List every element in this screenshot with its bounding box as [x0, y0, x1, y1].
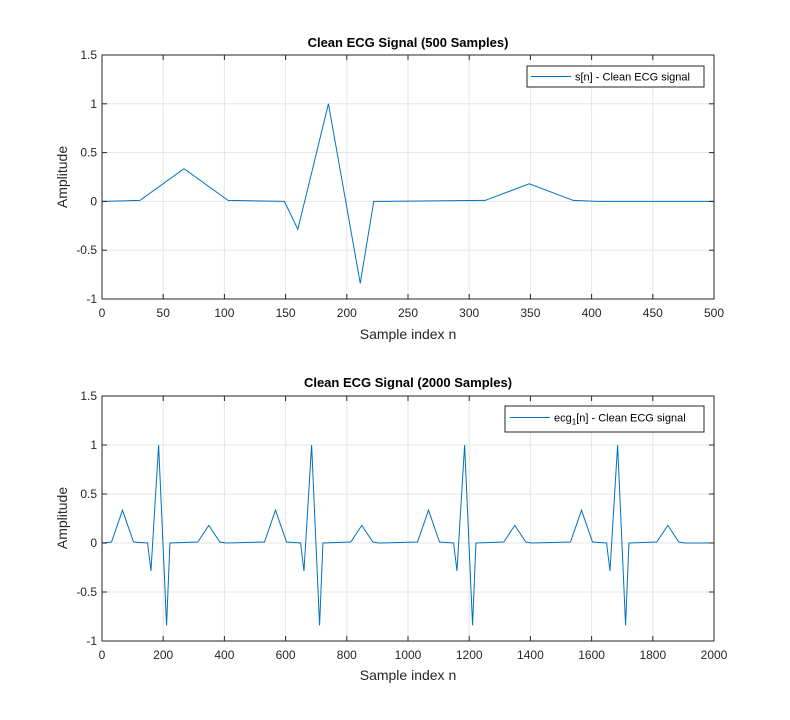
x-tick-label: 0 [99, 306, 106, 320]
y-tick-label: -1 [86, 634, 97, 648]
x-tick-label: 450 [643, 306, 663, 320]
y-tick-label: 0 [90, 194, 97, 208]
x-tick-label: 350 [520, 306, 540, 320]
legend-label-base: ecg [554, 413, 572, 425]
x-tick-label: 50 [157, 306, 171, 320]
x-tick-label: 400 [582, 306, 602, 320]
x-tick-label: 500 [704, 306, 724, 320]
x-tick-label: 1200 [456, 648, 483, 662]
y-tick-label: -0.5 [76, 585, 97, 599]
y-tick-label: -0.5 [76, 243, 97, 257]
x-tick-label: 2000 [701, 648, 728, 662]
legend-label-subscript: 1 [572, 418, 577, 427]
x-tick-label: 800 [337, 648, 357, 662]
legend-label-rest: [n] - Clean ECG signal [576, 413, 685, 425]
x-tick-label: 200 [337, 306, 357, 320]
y-tick-label: 1.5 [80, 389, 97, 403]
y-axis-label: Amplitude [54, 146, 70, 208]
x-tick-label: 400 [214, 648, 234, 662]
x-tick-label: 1600 [578, 648, 605, 662]
legend: ecg1[n] - Clean ECG signal [504, 405, 705, 433]
y-tick-label: -1 [86, 292, 97, 306]
x-tick-label: 1000 [395, 648, 422, 662]
x-tick-label: 100 [214, 306, 234, 320]
legend-box [504, 405, 705, 433]
legend-entry-label: ecg1[n] - Clean ECG signal [554, 413, 686, 427]
x-axis-label: Sample index n [360, 667, 457, 683]
y-tick-label: 0.5 [80, 487, 97, 501]
y-tick-label: 1.5 [80, 48, 97, 62]
x-tick-label: 200 [153, 648, 173, 662]
series-line [101, 444, 714, 626]
chart-title: Clean ECG Signal (2000 Samples) [304, 375, 512, 390]
x-tick-label: 300 [459, 306, 479, 320]
legend-label-base: s[n] - Clean ECG signal [575, 72, 690, 84]
x-tick-label: 250 [398, 306, 418, 320]
y-tick-label: 1 [90, 438, 97, 452]
x-tick-label: 150 [276, 306, 296, 320]
legend: s[n] - Clean ECG signal [526, 65, 705, 88]
x-tick-label: 1800 [639, 648, 666, 662]
series-line [101, 103, 714, 284]
y-tick-label: 0 [90, 536, 97, 550]
y-tick-label: 0.5 [80, 146, 97, 160]
y-tick-label: 1 [90, 97, 97, 111]
legend-box [526, 65, 705, 88]
axes-500-samples: Clean ECG Signal (500 Samples) 0 50 100 150… [54, 35, 724, 342]
chart-title: Clean ECG Signal (500 Samples) [308, 35, 509, 50]
x-axis-label: Sample index n [360, 326, 457, 342]
y-axis-label: Amplitude [54, 487, 70, 549]
axes-2000-samples: Clean ECG Signal (2000 Samples) 0 200 400 6… [54, 375, 728, 683]
x-tick-label: 1400 [517, 648, 544, 662]
x-tick-label: 600 [276, 648, 296, 662]
x-tick-label: 0 [99, 648, 106, 662]
legend-entry-label: s[n] - Clean ECG signal [575, 72, 690, 84]
